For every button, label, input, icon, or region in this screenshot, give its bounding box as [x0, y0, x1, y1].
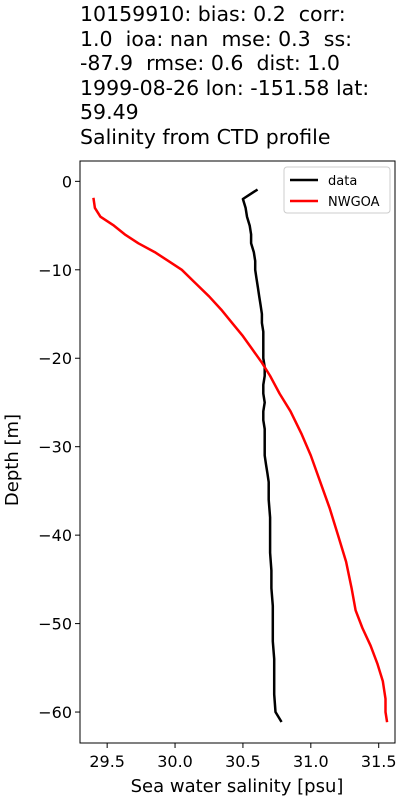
- legend: data NWGOA: [283, 166, 391, 214]
- x-tick-label: 29.5: [89, 752, 125, 771]
- y-tick-label: 0: [62, 172, 72, 191]
- legend-label-nwgoa: NWGOA: [328, 195, 380, 210]
- title-line: 1.0 ioa: nan mse: 0.3 ss:: [80, 26, 353, 51]
- legend-label-data: data: [328, 174, 357, 189]
- plot-frame: [79, 160, 396, 744]
- y-tick-label: −10: [38, 261, 72, 280]
- y-tick-label: −60: [38, 703, 72, 722]
- series-line-data: [241, 188, 283, 723]
- title-line: 10159910: bias: 0.2 corr:: [80, 2, 346, 26]
- x-axis-ticks: 29.5 30.0 30.5 31.0 31.5: [89, 743, 397, 771]
- y-tick-label: −20: [38, 349, 72, 368]
- y-axis-ticks: 0 −10 −20 −30 −40 −50 −60: [38, 172, 80, 722]
- x-tick-label: 30.5: [225, 752, 261, 771]
- axes-frame: [79, 160, 396, 744]
- chart-title: 10159910: bias: 0.2 corr: 1.0 ioa: nan ms…: [80, 2, 398, 149]
- x-tick-label: 31.5: [361, 752, 397, 771]
- plot-lines: [92, 188, 389, 723]
- y-tick-label: −50: [38, 615, 72, 634]
- title-line: Salinity from CTD profile: [80, 124, 331, 149]
- title-line: 1999-08-26 lon: -151.58 lat:: [80, 75, 370, 100]
- y-tick-label: −40: [38, 526, 72, 545]
- y-tick-label: −30: [38, 438, 72, 457]
- y-axis-label: Depth [m]: [2, 414, 23, 506]
- x-tick-label: 31.0: [293, 752, 329, 771]
- series-line-nwgoa: [92, 197, 389, 723]
- x-tick-label: 30.0: [157, 752, 193, 771]
- x-axis-label: Sea water salinity [psu]: [131, 776, 344, 797]
- title-line: 59.49: [80, 100, 139, 124]
- title-line: -87.9 rmse: 0.6 dist: 1.0: [80, 51, 340, 75]
